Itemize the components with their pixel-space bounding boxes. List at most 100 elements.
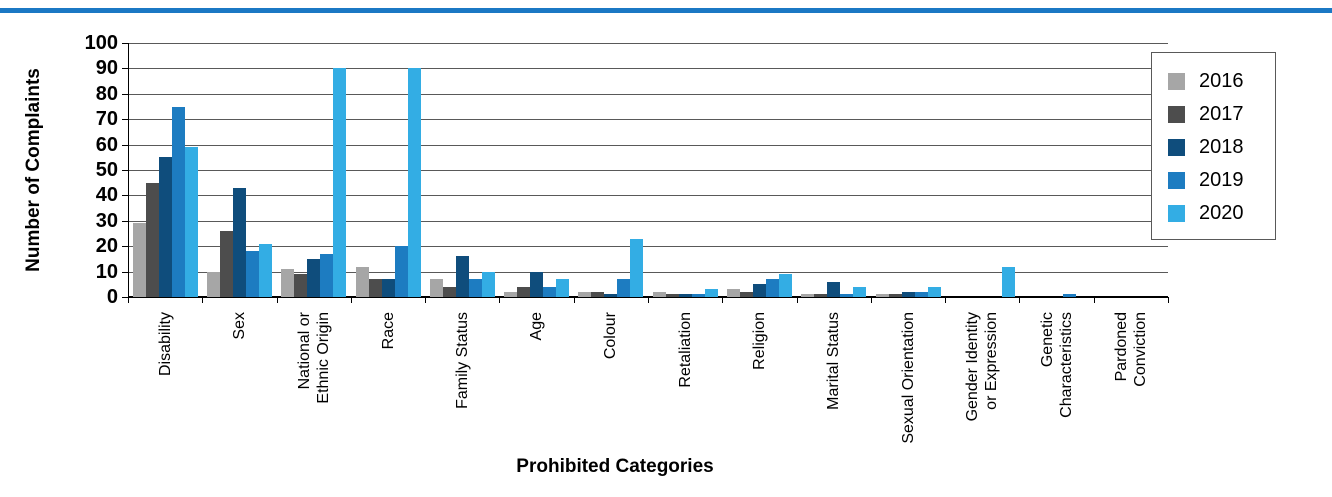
category-label: Sexual Orientation	[899, 312, 917, 444]
y-axis-tick	[122, 297, 128, 298]
y-axis-tick	[122, 271, 128, 273]
y-axis-tick	[122, 195, 128, 197]
bar-retaliation-2018	[678, 294, 692, 297]
y-axis-tick	[122, 144, 128, 146]
y-axis-tick	[122, 119, 128, 121]
y-axis-tick	[122, 93, 128, 95]
bar-sex-2020	[258, 243, 272, 297]
y-axis-tick	[122, 43, 128, 44]
y-axis-title: Number of Complaints	[23, 68, 44, 272]
legend-swatch-2020	[1168, 205, 1185, 222]
bar-retaliation-2016	[652, 291, 666, 297]
bar-sex-2016	[206, 271, 220, 297]
x-axis-tick	[1019, 297, 1021, 303]
bar-disability-2019	[171, 106, 185, 297]
bar-sex-2019	[245, 251, 259, 297]
gridline-20	[128, 246, 1168, 248]
y-axis-tick	[122, 246, 128, 248]
bar-race-2019	[394, 246, 408, 297]
bar-age-2016	[504, 291, 518, 297]
x-axis-tick	[870, 297, 872, 303]
bar-marital-status-2016	[801, 294, 815, 297]
bar-age-2017	[517, 286, 531, 297]
category-label: Age	[528, 312, 546, 341]
gridline-100	[128, 43, 1168, 44]
y-tick-label: 100	[84, 32, 118, 54]
bar-family-status-2016	[429, 279, 443, 297]
bar-religion-2019	[765, 279, 779, 297]
bar-marital-status-2018	[827, 281, 841, 297]
y-tick-label: 40	[95, 184, 118, 207]
legend-swatch-2016	[1168, 73, 1185, 90]
bar-religion-2017	[739, 291, 753, 297]
legend: 2016 2017 2018 2019 2020	[1151, 52, 1276, 240]
legend-item-2020: 2020	[1152, 197, 1275, 230]
bar-religion-2020	[778, 274, 792, 297]
y-tick-label: 20	[95, 235, 118, 258]
bar-sex-2018	[232, 187, 246, 297]
category-label: Religion	[750, 312, 768, 370]
bar-sexual-orientation-2016	[875, 294, 889, 297]
x-axis-tick	[796, 297, 798, 303]
category-label: Gender Identity or Expression	[964, 312, 1001, 422]
x-axis-tick	[573, 297, 575, 303]
bar-race-2020	[407, 68, 421, 297]
y-tick-label: 80	[95, 82, 118, 105]
legend-item-2018: 2018	[1152, 131, 1275, 164]
x-axis-tick	[128, 297, 129, 303]
category-label: Retaliation	[676, 312, 694, 388]
legend-item-2017: 2017	[1152, 98, 1275, 131]
bar-family-status-2019	[468, 279, 482, 297]
x-axis-tick	[1093, 297, 1095, 303]
y-tick-label: 60	[95, 133, 118, 156]
x-axis-tick	[202, 297, 204, 303]
y-axis-line	[128, 43, 129, 297]
bar-family-status-2020	[481, 271, 495, 297]
gridline-30	[128, 220, 1168, 222]
gridline-50	[128, 170, 1168, 171]
bar-retaliation-2017	[665, 294, 679, 297]
bar-colour-2018	[604, 294, 618, 297]
gridline-80	[128, 93, 1168, 95]
y-tick-label: 10	[95, 260, 118, 283]
gridline-60	[128, 144, 1168, 146]
category-label: Colour	[602, 312, 620, 360]
x-axis-tick	[648, 297, 649, 303]
x-axis-title: Prohibited Categories	[516, 456, 714, 477]
category-label: Disability	[156, 312, 174, 377]
bar-sex-2017	[219, 230, 233, 297]
bar-sexual-orientation-2018	[901, 291, 915, 297]
gridline-40	[128, 195, 1168, 197]
legend-swatch-2019	[1168, 172, 1185, 189]
category-label: Genetic Characteristics	[1038, 312, 1075, 418]
bar-sexual-orientation-2017	[888, 294, 902, 297]
gridline-10	[128, 271, 1168, 273]
top-accent-bar	[0, 8, 1332, 13]
bar-disability-2018	[158, 157, 172, 297]
y-axis-tick	[122, 68, 128, 70]
y-tick-label: 0	[106, 286, 118, 308]
y-tick-label: 50	[95, 159, 118, 181]
y-axis-tick	[122, 220, 128, 222]
bar-national-or-ethnic-origin-2019	[320, 253, 334, 297]
bar-national-or-ethnic-origin-2017	[294, 274, 308, 297]
y-tick-label: 90	[95, 57, 118, 80]
bar-colour-2017	[591, 291, 605, 297]
bar-retaliation-2020	[704, 289, 718, 297]
bar-colour-2020	[630, 238, 644, 297]
category-label: National or Ethnic Origin	[295, 312, 332, 404]
bar-religion-2016	[726, 289, 740, 297]
x-axis-tick	[350, 297, 352, 303]
bar-national-or-ethnic-origin-2016	[281, 269, 295, 297]
category-label: Marital Status	[825, 312, 843, 410]
category-label: Sex	[230, 312, 248, 340]
bar-race-2017	[368, 279, 382, 297]
x-axis-tick	[722, 297, 724, 303]
legend-swatch-2017	[1168, 106, 1185, 123]
bar-age-2018	[530, 271, 544, 297]
x-axis-tick	[425, 297, 427, 303]
bar-disability-2017	[145, 182, 159, 297]
bar-disability-2016	[132, 223, 146, 297]
gridline-90	[128, 68, 1168, 70]
bar-retaliation-2019	[691, 294, 705, 297]
